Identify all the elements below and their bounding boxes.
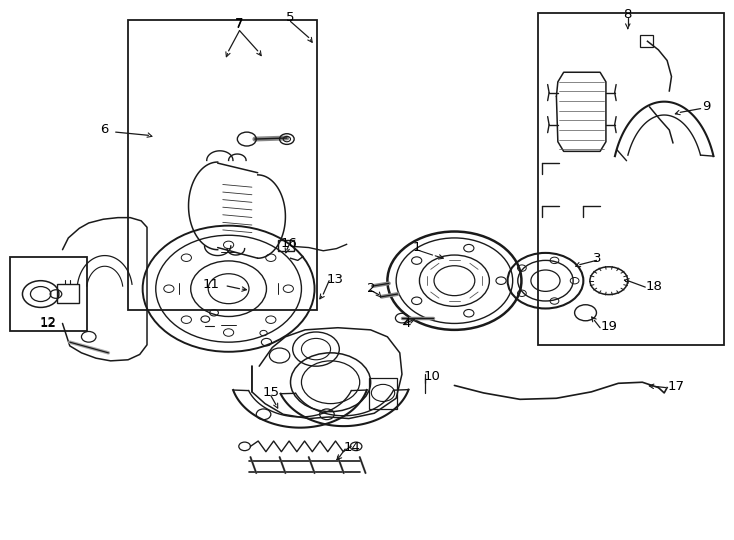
Bar	[640, 35, 653, 46]
Text: 4: 4	[402, 317, 410, 330]
Text: 18: 18	[645, 280, 662, 293]
Text: 9: 9	[702, 100, 711, 113]
Bar	[538, 14, 724, 345]
Text: 1: 1	[413, 241, 421, 254]
Text: 11: 11	[203, 279, 220, 292]
Text: 16: 16	[280, 237, 297, 250]
Text: 14: 14	[344, 441, 360, 454]
Text: 13: 13	[327, 273, 344, 286]
Text: 8: 8	[624, 8, 632, 21]
Text: 6: 6	[100, 124, 109, 137]
Text: 10: 10	[424, 370, 440, 383]
Text: 17: 17	[667, 380, 684, 393]
Bar	[128, 20, 318, 310]
Text: 7: 7	[236, 17, 244, 30]
Text: 7: 7	[236, 18, 244, 31]
Bar	[369, 378, 397, 409]
Bar	[278, 240, 294, 251]
Bar	[10, 256, 87, 332]
Text: 3: 3	[593, 252, 601, 265]
Text: 15: 15	[262, 387, 280, 400]
Text: 12: 12	[40, 316, 57, 329]
Text: 5: 5	[286, 11, 295, 24]
Text: 12: 12	[40, 317, 57, 330]
Bar	[57, 285, 79, 303]
Text: 2: 2	[367, 282, 376, 295]
Text: 19: 19	[600, 320, 617, 333]
